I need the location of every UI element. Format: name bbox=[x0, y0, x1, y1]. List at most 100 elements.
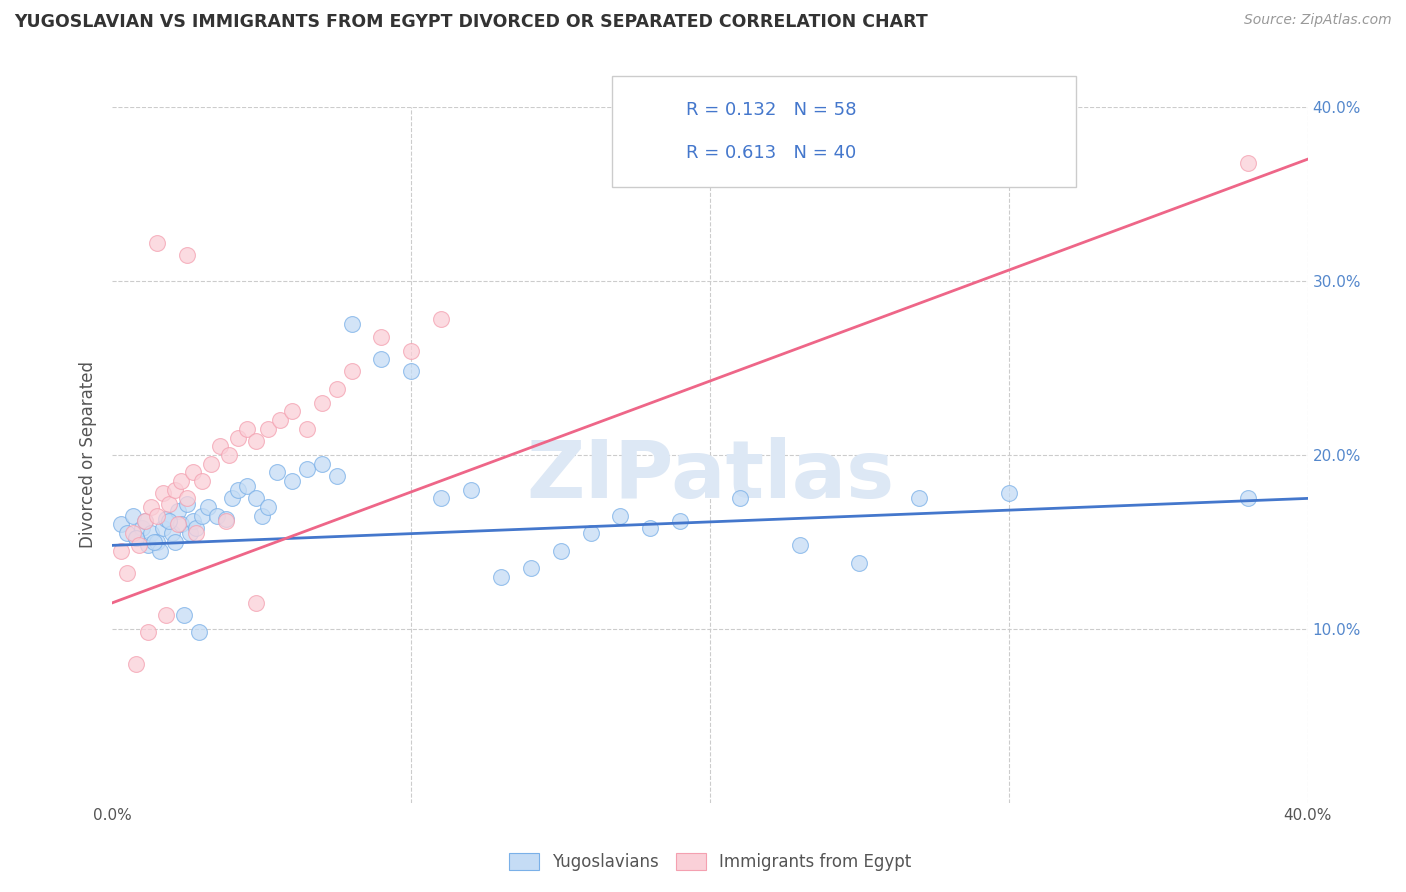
Point bbox=[236, 479, 259, 493]
Point bbox=[281, 474, 304, 488]
Point bbox=[609, 508, 631, 523]
Y-axis label: Divorced or Separated: Divorced or Separated bbox=[79, 361, 97, 549]
Point bbox=[141, 526, 163, 541]
Point bbox=[170, 474, 193, 488]
Point bbox=[728, 491, 751, 506]
Point bbox=[125, 532, 148, 546]
Point bbox=[167, 503, 190, 517]
Point bbox=[208, 439, 231, 453]
Point bbox=[134, 514, 156, 528]
Point bbox=[188, 625, 211, 640]
Point bbox=[848, 556, 870, 570]
Point bbox=[173, 607, 195, 622]
Point bbox=[165, 483, 187, 497]
Point bbox=[186, 521, 208, 535]
Point bbox=[176, 491, 198, 506]
Point bbox=[669, 514, 692, 528]
Point bbox=[181, 466, 204, 480]
Point bbox=[520, 561, 543, 575]
Text: R = 0.613   N = 40: R = 0.613 N = 40 bbox=[686, 144, 856, 161]
Point bbox=[117, 526, 139, 541]
Point bbox=[165, 534, 187, 549]
Text: Source: ZipAtlas.com: Source: ZipAtlas.com bbox=[1244, 13, 1392, 28]
Point bbox=[295, 422, 318, 436]
Point bbox=[146, 534, 169, 549]
Point bbox=[197, 500, 219, 514]
Point bbox=[122, 526, 145, 541]
Point bbox=[162, 526, 183, 541]
Text: ZIPatlas: ZIPatlas bbox=[526, 437, 894, 515]
Point bbox=[269, 413, 291, 427]
Point bbox=[179, 526, 201, 541]
Point bbox=[789, 538, 811, 552]
Point bbox=[401, 364, 423, 378]
Point bbox=[143, 534, 166, 549]
Point bbox=[176, 248, 198, 262]
Point bbox=[221, 491, 243, 506]
Point bbox=[638, 521, 662, 535]
Point bbox=[257, 500, 280, 514]
Point bbox=[550, 543, 572, 558]
Legend: Yugoslavians, Immigrants from Egypt: Yugoslavians, Immigrants from Egypt bbox=[502, 847, 918, 878]
Point bbox=[460, 483, 482, 497]
Point bbox=[170, 517, 193, 532]
Point bbox=[155, 512, 177, 526]
Point bbox=[257, 422, 280, 436]
Point bbox=[908, 491, 931, 506]
Point bbox=[157, 514, 180, 528]
Point bbox=[125, 657, 148, 671]
Point bbox=[370, 329, 392, 343]
Point bbox=[200, 457, 222, 471]
Point bbox=[152, 486, 174, 500]
Text: YUGOSLAVIAN VS IMMIGRANTS FROM EGYPT DIVORCED OR SEPARATED CORRELATION CHART: YUGOSLAVIAN VS IMMIGRANTS FROM EGYPT DIV… bbox=[14, 13, 928, 31]
Point bbox=[236, 422, 259, 436]
Point bbox=[370, 352, 392, 367]
Point bbox=[245, 491, 267, 506]
Point bbox=[146, 508, 169, 523]
Point bbox=[110, 543, 132, 558]
Point bbox=[146, 235, 169, 250]
Point bbox=[186, 526, 208, 541]
Point bbox=[125, 532, 148, 546]
Point bbox=[226, 483, 249, 497]
Point bbox=[181, 514, 204, 528]
Point bbox=[325, 468, 347, 483]
Point bbox=[122, 508, 145, 523]
Point bbox=[155, 607, 177, 622]
Point bbox=[110, 517, 132, 532]
Point bbox=[295, 462, 318, 476]
Point bbox=[157, 497, 180, 511]
Point bbox=[215, 514, 238, 528]
Point bbox=[266, 466, 288, 480]
Point bbox=[1237, 155, 1260, 169]
Text: R = 0.132   N = 58: R = 0.132 N = 58 bbox=[686, 101, 856, 119]
Point bbox=[131, 521, 153, 535]
Point bbox=[998, 486, 1021, 500]
Point bbox=[117, 566, 139, 581]
Point bbox=[134, 514, 156, 528]
Point bbox=[152, 521, 174, 535]
Point bbox=[138, 625, 160, 640]
Point bbox=[205, 508, 228, 523]
Point bbox=[176, 497, 198, 511]
Point bbox=[489, 570, 512, 584]
Point bbox=[401, 343, 423, 358]
Point bbox=[311, 396, 333, 410]
Point bbox=[1237, 491, 1260, 506]
Point bbox=[245, 596, 267, 610]
Point bbox=[430, 491, 453, 506]
Point bbox=[191, 474, 214, 488]
Point bbox=[218, 448, 240, 462]
Point bbox=[281, 404, 304, 418]
Point bbox=[579, 526, 602, 541]
Point bbox=[167, 517, 190, 532]
Point bbox=[325, 382, 347, 396]
Point bbox=[226, 431, 249, 445]
Point bbox=[245, 434, 267, 448]
Point bbox=[430, 312, 453, 326]
Point bbox=[340, 318, 363, 332]
Point bbox=[128, 538, 150, 552]
Point bbox=[141, 500, 163, 514]
Point bbox=[149, 543, 172, 558]
Point bbox=[215, 512, 238, 526]
